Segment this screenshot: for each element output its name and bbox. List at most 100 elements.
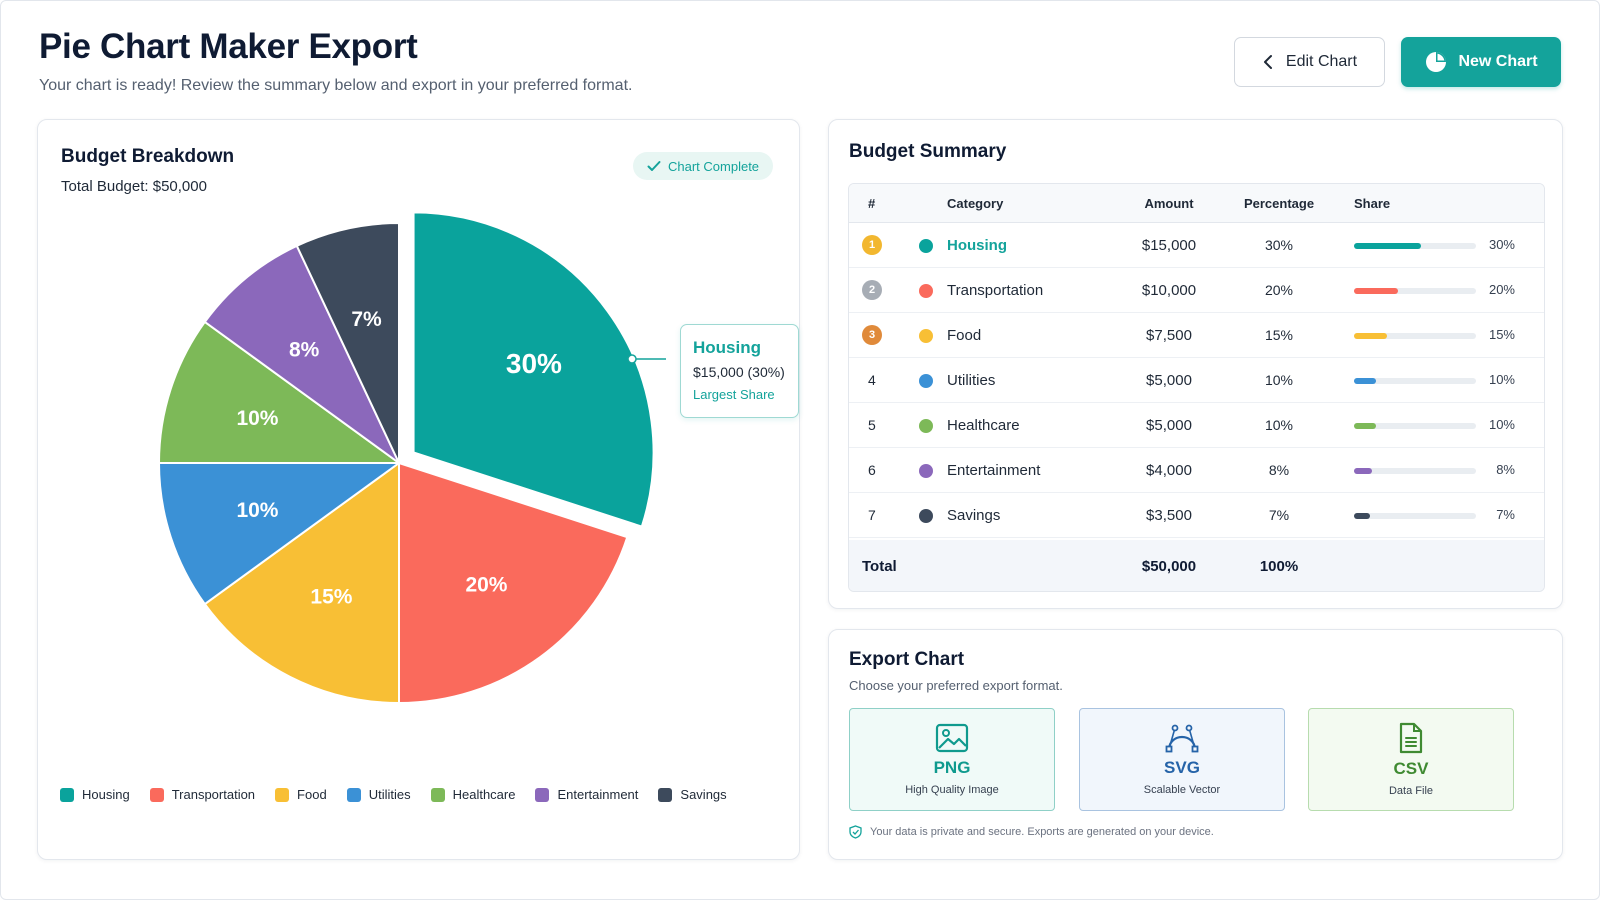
table-row[interactable]: 6 Entertainment $4,000 8% 8% xyxy=(849,448,1544,493)
category-dot xyxy=(919,509,933,523)
document-icon xyxy=(1399,722,1423,754)
legend-swatch xyxy=(275,787,290,802)
summary-table: # Category Amount Percentage Share 1 Hous… xyxy=(848,183,1545,592)
new-chart-button[interactable]: New Chart xyxy=(1401,37,1561,87)
housing-tooltip: Housing $15,000 (30%) Largest Share xyxy=(680,324,799,418)
category-dot xyxy=(919,374,933,388)
row-share: 10% xyxy=(1488,372,1515,387)
legend-label: Utilities xyxy=(368,787,411,802)
pie-label-healthcare: 10% xyxy=(236,407,278,430)
chart-complete-badge: Chart Complete xyxy=(633,152,774,180)
png-label: PNG xyxy=(933,758,971,777)
row-percentage: 10% xyxy=(1264,417,1294,433)
export-csv-button[interactable]: CSV Data File xyxy=(1308,708,1514,811)
pie-slice-utilities[interactable] xyxy=(157,462,403,606)
table-row[interactable]: 4 Utilities $5,000 10% 10% xyxy=(849,358,1544,403)
row-share: 10% xyxy=(1488,417,1515,432)
table-row[interactable]: 5 Healthcare $5,000 10% 10% xyxy=(849,403,1544,448)
legend-item-entertainment[interactable]: Entertainment xyxy=(535,787,638,802)
pie-label-housing: 30% xyxy=(506,348,562,379)
col-amount: Amount xyxy=(1144,196,1194,211)
pie-label-food: 15% xyxy=(310,586,352,609)
rank-medal-icon: 2 xyxy=(862,280,882,300)
page-subtitle: Your chart is ready! Review the summary … xyxy=(39,77,633,94)
export-png-button[interactable]: PNG High Quality Image xyxy=(849,708,1055,811)
legend-item-food[interactable]: Food xyxy=(275,787,327,802)
table-row[interactable]: 7 Savings $3,500 7% 7% xyxy=(849,493,1544,538)
pie-chart: 30% 20% 15% 10% 10% 8% 7% xyxy=(157,211,666,705)
tooltip-category: Housing xyxy=(693,338,761,357)
col-share: Share xyxy=(1354,196,1391,211)
legend-label: Food xyxy=(297,787,327,802)
edit-chart-button[interactable]: Edit Chart xyxy=(1234,37,1385,87)
pie-label-transportation: 20% xyxy=(465,573,507,596)
export-svg-button[interactable]: SVG Scalable Vector xyxy=(1079,708,1285,811)
budget-summary-card: Budget Summary # Category Amount Percent… xyxy=(828,119,1563,609)
legend-label: Healthcare xyxy=(452,787,516,802)
table-row[interactable]: 2 Transportation $10,000 20% 20% xyxy=(849,268,1544,313)
col-percentage: Percentage xyxy=(1243,196,1315,211)
pie-chart-icon xyxy=(1426,52,1447,72)
legend-item-savings[interactable]: Savings xyxy=(658,787,727,802)
pie-slice-healthcare[interactable] xyxy=(157,320,403,464)
row-percentage: 30% xyxy=(1264,237,1294,253)
png-desc: High Quality Image xyxy=(905,784,999,796)
row-amount: $3,500 xyxy=(1146,507,1192,524)
pie-slice-entertainment[interactable] xyxy=(203,244,400,464)
csv-desc: Data File xyxy=(1388,785,1434,797)
export-chart-card: Export Chart Choose your preferred expor… xyxy=(828,629,1563,860)
share-bar xyxy=(1354,378,1476,384)
legend-item-healthcare[interactable]: Healthcare xyxy=(430,787,516,802)
pie-slice-food[interactable] xyxy=(203,461,400,705)
legend-item-housing[interactable]: Housing xyxy=(60,787,130,802)
svg-desc: Scalable Vector xyxy=(1143,784,1221,796)
share-bar-fill xyxy=(1354,513,1370,519)
row-rank: 4 xyxy=(868,372,876,388)
row-percentage: 7% xyxy=(1268,507,1290,523)
csv-label: CSV xyxy=(1393,759,1429,778)
chart-legend: Housing Transportation Food Utilities Health… xyxy=(60,787,727,802)
col-category: Category xyxy=(947,196,1004,211)
legend-label: Housing xyxy=(82,787,130,802)
legend-label: Transportation xyxy=(171,787,256,802)
rank-medal-icon: 3 xyxy=(862,325,882,345)
share-bar-fill xyxy=(1354,423,1377,429)
pie-slice-transportation[interactable] xyxy=(398,461,629,705)
col-rank: # xyxy=(868,196,876,211)
row-rank: 7 xyxy=(868,507,876,523)
legend-item-transportation[interactable]: Transportation xyxy=(149,787,256,802)
total-label: Total xyxy=(862,558,897,575)
pie-label-savings: 7% xyxy=(351,308,382,331)
check-icon xyxy=(647,161,661,171)
share-bar xyxy=(1354,468,1476,474)
category-dot xyxy=(919,239,933,253)
share-bar-fill xyxy=(1354,378,1377,384)
breakdown-title: Budget Breakdown xyxy=(61,146,235,167)
row-rank: 5 xyxy=(868,417,876,433)
share-bar-fill xyxy=(1354,288,1399,294)
image-icon xyxy=(935,723,969,753)
privacy-text: Your data is private and secure. Exports… xyxy=(870,826,1214,838)
row-amount: $15,000 xyxy=(1141,237,1197,254)
pie-slice-housing[interactable] xyxy=(412,211,655,528)
share-bar xyxy=(1354,513,1476,519)
table-header: # Category Amount Percentage Share xyxy=(849,184,1544,223)
row-percentage: 20% xyxy=(1264,282,1294,298)
page-title: Pie Chart Maker Export xyxy=(39,27,418,66)
row-category: Housing xyxy=(947,237,1007,254)
legend-item-utilities[interactable]: Utilities xyxy=(346,787,411,802)
pie-slice-savings[interactable] xyxy=(295,221,400,464)
table-row[interactable]: 1 Housing $15,000 30% 30% xyxy=(849,223,1544,268)
tooltip-value: $15,000 (30%) xyxy=(693,364,785,380)
share-bar-fill xyxy=(1354,243,1421,249)
share-bar xyxy=(1354,333,1476,339)
table-row[interactable]: 3 Food $7,500 15% 15% xyxy=(849,313,1544,358)
privacy-note: Your data is private and secure. Exports… xyxy=(849,825,1214,839)
tooltip-note: Largest Share xyxy=(693,387,775,402)
row-share: 30% xyxy=(1488,237,1515,252)
row-category: Entertainment xyxy=(947,462,1041,479)
category-dot xyxy=(919,419,933,433)
row-percentage: 10% xyxy=(1264,372,1294,388)
legend-label: Savings xyxy=(680,787,727,802)
bezier-curve-icon xyxy=(1165,724,1199,753)
